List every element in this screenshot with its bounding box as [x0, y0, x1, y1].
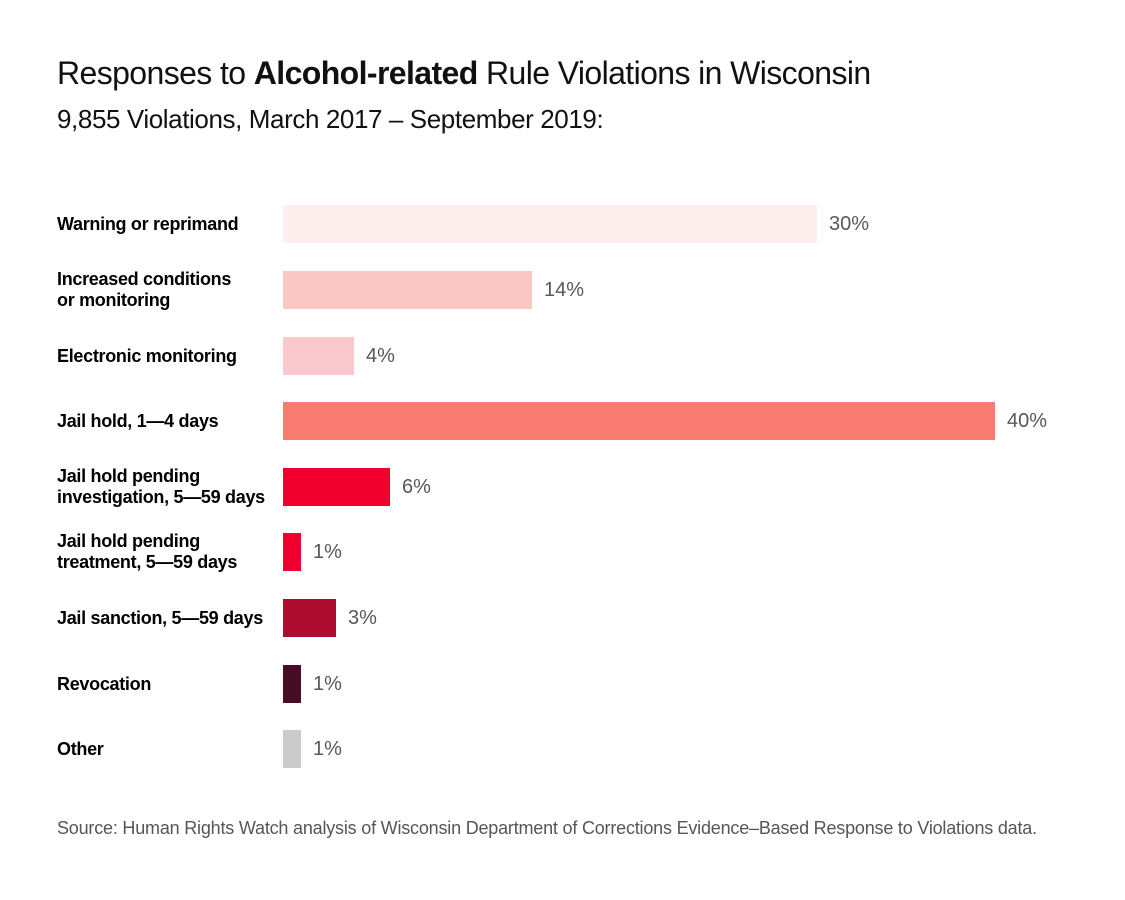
bar-area: 1%: [283, 730, 342, 768]
chart-title: Responses to Alcohol-related Rule Violat…: [57, 54, 871, 92]
title-suffix: Rule Violations in Wisconsin: [477, 55, 871, 91]
bar: [283, 402, 995, 440]
bar: [283, 468, 390, 506]
title-prefix: Responses to: [57, 55, 254, 91]
bar-area: 6%: [283, 468, 431, 506]
chart-row: Increased conditions or monitoring 14%: [57, 269, 584, 310]
value-label: 4%: [366, 344, 395, 367]
bar-area: 1%: [283, 533, 342, 571]
value-label: 14%: [544, 278, 585, 301]
category-label: Electronic monitoring: [57, 345, 237, 366]
category-label: Jail hold pending investigation, 5—59 da…: [57, 466, 265, 507]
source-note: Source: Human Rights Watch analysis of W…: [57, 818, 1037, 838]
chart-row: Electronic monitoring 4%: [57, 337, 395, 375]
chart-row: Jail hold, 1—4 days 40%: [57, 402, 1047, 440]
bar: [283, 205, 817, 243]
category-label: Jail hold pending treatment, 5—59 days: [57, 531, 238, 572]
chart-row: Revocation 1%: [57, 665, 342, 703]
title-emphasis: Alcohol-related: [253, 55, 479, 91]
value-label: 30%: [829, 212, 870, 235]
value-label: 40%: [1007, 409, 1048, 432]
bar-area: 30%: [283, 205, 869, 243]
bar: [283, 533, 301, 571]
bar-area: 1%: [283, 665, 342, 703]
category-label: Revocation: [57, 673, 152, 694]
bar-area: 14%: [283, 271, 584, 309]
category-label: Other: [57, 738, 104, 759]
bar-area: 4%: [283, 337, 395, 375]
category-label: Jail hold, 1—4 days: [57, 410, 219, 431]
chart-row: Jail hold pending treatment, 5—59 days 1%: [57, 531, 342, 572]
bar: [283, 337, 354, 375]
category-label: Increased conditions or monitoring: [57, 269, 232, 310]
bar: [283, 730, 301, 768]
value-label: 1%: [313, 672, 342, 695]
value-label: 1%: [313, 540, 342, 563]
category-label: Jail sanction, 5—59 days: [57, 607, 263, 628]
bar: [283, 599, 336, 637]
bar-area: 40%: [283, 402, 1047, 440]
category-label: Warning or reprimand: [57, 213, 239, 234]
value-label: 3%: [348, 606, 377, 629]
bar: [283, 271, 532, 309]
chart-row: Warning or reprimand 30%: [57, 205, 869, 243]
value-label: 6%: [402, 475, 431, 498]
chart-subtitle: 9,855 Violations, March 2017 – September…: [57, 104, 604, 134]
chart-row: Other 1%: [57, 730, 342, 768]
bar-area: 3%: [283, 599, 377, 637]
value-label: 1%: [313, 737, 342, 760]
bar: [283, 665, 301, 703]
chart-row: Jail hold pending investigation, 5—59 da…: [57, 466, 431, 507]
chart-row: Jail sanction, 5—59 days 3%: [57, 599, 377, 637]
